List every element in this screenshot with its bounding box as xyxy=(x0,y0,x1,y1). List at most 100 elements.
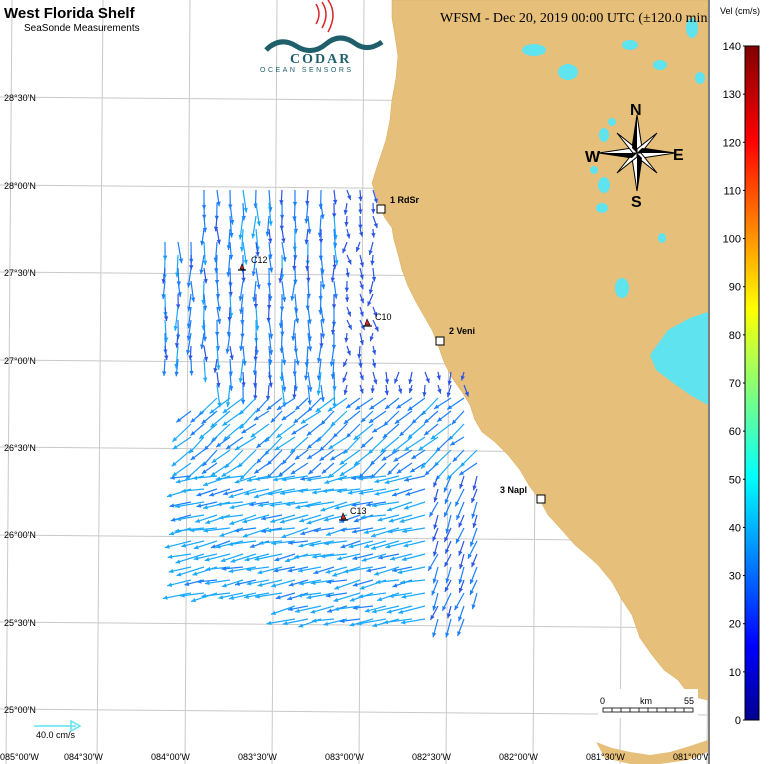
current-vector-head xyxy=(225,444,231,450)
current-vector-head xyxy=(383,619,389,625)
current-vector-head xyxy=(355,405,361,410)
current-vector-head xyxy=(253,383,258,388)
station-marker[interactable] xyxy=(376,204,386,214)
current-vector-head xyxy=(256,443,262,448)
current-vector-head xyxy=(297,568,303,573)
current-vector-head xyxy=(373,223,378,229)
current-vector-head xyxy=(268,221,273,226)
current-vector-head xyxy=(216,502,222,507)
current-vector-head xyxy=(394,378,399,384)
current-vector-head xyxy=(219,532,225,537)
current-vector-head xyxy=(229,520,235,525)
current-vector xyxy=(385,540,413,549)
scale-start: 0 xyxy=(600,696,605,706)
station-marker[interactable] xyxy=(435,336,445,346)
current-vector-head xyxy=(334,505,340,510)
current-vector-head xyxy=(455,538,460,544)
current-vector-head xyxy=(385,404,390,410)
latitude-labels: 28°30'N 28°00'N 27°30'N 27°00'N 26°30'N … xyxy=(4,93,36,715)
current-vector-head xyxy=(300,419,306,424)
wave-icon xyxy=(264,35,384,53)
current-vector-head xyxy=(367,301,372,307)
current-vector-head xyxy=(450,441,456,446)
current-vector xyxy=(201,592,231,597)
current-vector-head xyxy=(346,350,351,356)
current-vector-head xyxy=(339,471,345,476)
current-vector-head xyxy=(195,518,201,523)
current-vector-head xyxy=(294,608,300,613)
current-vector-head xyxy=(180,593,185,598)
current-vector-head xyxy=(274,557,280,562)
radio-waves-icon xyxy=(315,0,334,33)
current-vector-head xyxy=(204,445,209,451)
current-vector-head xyxy=(215,476,221,481)
current-vector xyxy=(383,618,413,624)
current-vector-head xyxy=(333,293,338,299)
current-vector-head xyxy=(203,528,208,533)
current-vector-head xyxy=(291,336,296,341)
current-vector-head xyxy=(242,519,248,524)
logo-tagline: OCEAN SENSORS xyxy=(260,67,354,74)
buoy-icon[interactable] xyxy=(238,263,246,271)
current-vector-head xyxy=(331,304,337,309)
lake xyxy=(522,44,546,56)
current-vector-head xyxy=(337,476,343,481)
current-vector-head xyxy=(234,479,240,484)
current-vector-head xyxy=(458,587,463,593)
station-marker[interactable] xyxy=(536,494,546,504)
compass-south: S xyxy=(631,194,642,211)
current-vector-head xyxy=(271,583,277,588)
current-vector-head xyxy=(267,491,273,496)
current-vector-head xyxy=(268,382,273,388)
colorbar-tick-label: 70 xyxy=(729,378,741,390)
current-vector xyxy=(176,566,205,577)
current-vector-head xyxy=(471,513,476,519)
current-vector-head xyxy=(332,264,337,270)
colorbar-tick-label: 50 xyxy=(729,474,741,486)
current-vector-head xyxy=(279,225,284,231)
current-vector xyxy=(358,488,387,495)
current-vector-head xyxy=(276,433,282,438)
reference-vector-label: 40.0 cm/s xyxy=(36,730,76,740)
current-vector-head xyxy=(307,400,312,406)
current-vector-head xyxy=(275,595,281,600)
current-vector-head xyxy=(216,442,222,448)
current-vector-head xyxy=(384,390,389,396)
lake xyxy=(558,64,578,80)
current-vector-head xyxy=(343,569,349,574)
current-vector-head xyxy=(268,267,274,273)
current-vector-head xyxy=(382,433,388,439)
current-vector-head xyxy=(358,363,363,368)
current-vector-head xyxy=(373,198,378,204)
current-vector-head xyxy=(255,251,260,257)
current-vector xyxy=(356,618,387,625)
current-vector xyxy=(306,514,335,525)
colorbar-title: Vel (cm/s) xyxy=(720,6,760,16)
current-vector-head xyxy=(234,528,240,533)
buoy-icon[interactable] xyxy=(339,512,348,521)
current-vector-head xyxy=(394,419,400,424)
colorbar-tick-label: 90 xyxy=(729,282,741,294)
current-vector xyxy=(266,527,296,532)
current-vector-head xyxy=(251,233,256,239)
current-vector-head xyxy=(368,418,374,424)
current-vector-head xyxy=(343,361,348,367)
current-vector-head xyxy=(215,544,221,549)
current-vector-head xyxy=(333,597,339,602)
current-vector-head xyxy=(261,516,266,521)
buoy-icon[interactable] xyxy=(363,318,372,327)
current-vector xyxy=(229,514,257,525)
current-vector-head xyxy=(445,528,450,534)
current-vector-head xyxy=(375,579,381,585)
current-vector-head xyxy=(351,502,357,507)
current-vector-head xyxy=(400,579,406,585)
current-vector-head xyxy=(189,265,194,270)
current-vector-head xyxy=(418,446,424,451)
current-vector xyxy=(175,501,205,508)
current-vector-head xyxy=(250,432,256,438)
current-vector-head xyxy=(446,613,452,619)
current-vector-head xyxy=(305,200,310,206)
current-vector-head xyxy=(270,518,276,523)
current-vector-head xyxy=(385,544,391,549)
current-vector-head xyxy=(306,520,312,525)
